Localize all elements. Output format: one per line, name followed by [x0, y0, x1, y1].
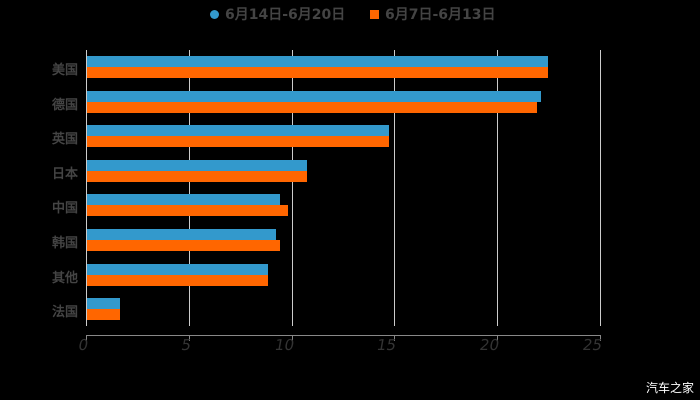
tick-mark: [497, 335, 498, 341]
bar[interactable]: [87, 205, 288, 216]
tick-label: 20: [478, 336, 501, 354]
gridline: [292, 50, 293, 326]
tick-mark: [600, 335, 601, 341]
tick-mark: [394, 335, 395, 341]
category-label: 英国: [51, 132, 78, 148]
bar[interactable]: [87, 264, 268, 275]
tick-label: 25: [581, 336, 604, 354]
circle-marker-icon: [210, 9, 219, 19]
category-label: 中国: [51, 201, 78, 217]
legend-item-series-2[interactable]: 6月7日-6月13日: [370, 4, 496, 24]
category-label: 其他: [51, 270, 78, 286]
gridline: [497, 50, 498, 326]
y-axis: [86, 50, 87, 326]
gridline: [600, 50, 601, 326]
tick-mark: [292, 335, 293, 341]
bar[interactable]: [87, 229, 276, 240]
bar[interactable]: [87, 309, 120, 320]
tick-label: 0: [76, 336, 90, 354]
bar[interactable]: [87, 298, 120, 309]
bar[interactable]: [87, 125, 389, 136]
legend: 6月14日-6月20日 6月7日-6月13日: [0, 4, 700, 24]
category-label: 德国: [51, 97, 78, 113]
gridline: [394, 50, 395, 326]
bar[interactable]: [87, 91, 541, 102]
bar[interactable]: [87, 194, 280, 205]
category-label: 法国: [51, 305, 78, 321]
gridline: [189, 50, 190, 326]
legend-item-series-1[interactable]: 6月14日-6月20日: [210, 4, 345, 24]
legend-label: 6月7日-6月13日: [385, 7, 496, 23]
tick-mark: [86, 335, 87, 341]
tick-mark: [189, 335, 190, 341]
category-label: 韩国: [51, 236, 78, 251]
legend-label: 6月14日-6月20日: [225, 7, 346, 23]
bar[interactable]: [87, 102, 537, 113]
bar[interactable]: [87, 136, 389, 147]
bar[interactable]: [87, 240, 280, 251]
bar[interactable]: [87, 275, 268, 286]
bar[interactable]: [87, 67, 548, 78]
square-marker-icon: [370, 9, 379, 19]
bar[interactable]: [87, 160, 307, 171]
watermark: 汽车之家: [645, 381, 694, 395]
tick-label: 15: [375, 336, 398, 354]
tick-label: 5: [179, 336, 193, 354]
bar[interactable]: [87, 56, 548, 67]
bar[interactable]: [87, 171, 307, 182]
category-label: 美国: [51, 63, 78, 78]
tick-label: 10: [273, 336, 296, 354]
category-label: 日本: [51, 166, 78, 182]
x-axis: [86, 335, 601, 336]
